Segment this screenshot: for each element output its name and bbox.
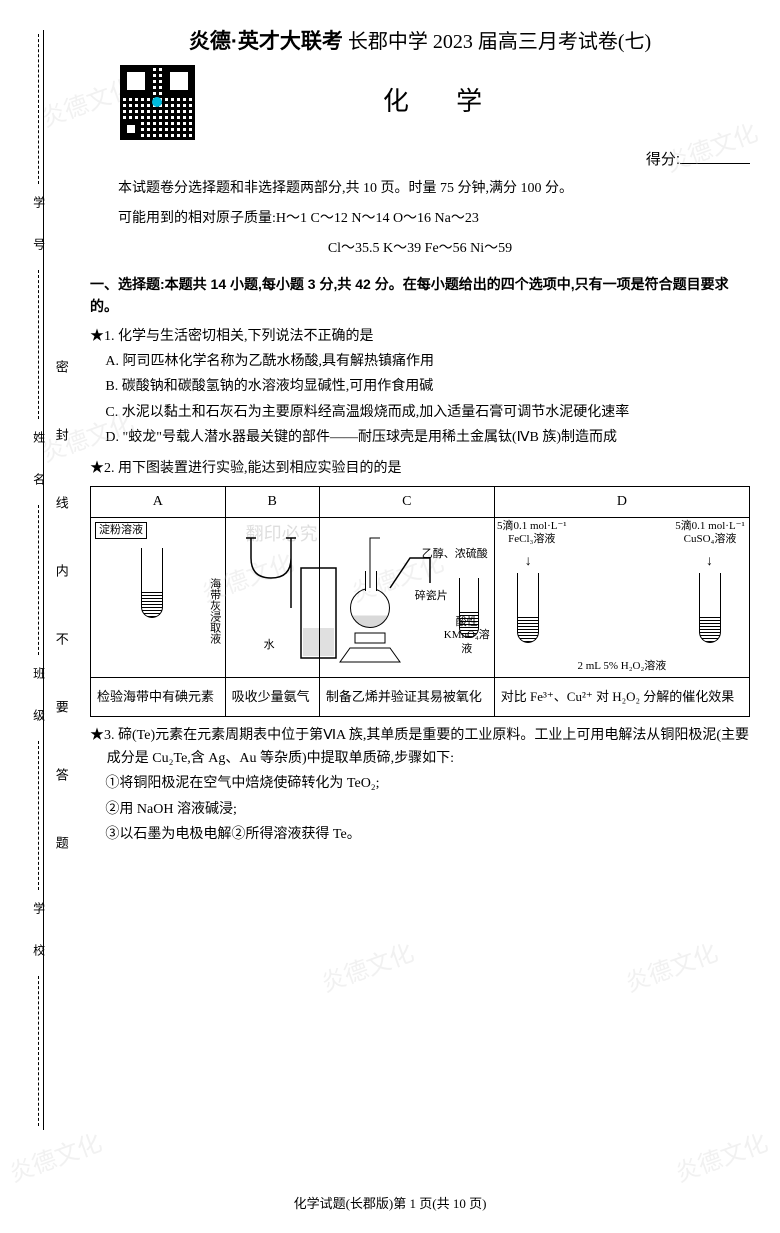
q3-stem: ★3. 碲(Te)元素在元素周期表中位于第ⅥA 族,其单质是重要的工业原料。工业… (90, 725, 750, 770)
question-3: ★3. 碲(Te)元素在元素周期表中位于第ⅥA 族,其单质是重要的工业原料。工业… (90, 725, 750, 846)
label-seaweed: 海带灰浸取液 (207, 578, 220, 644)
col-a-header: A (91, 486, 226, 517)
atomic-mass-2: Cl～35.5 K～39 Fe～56 Ni～59 (90, 238, 750, 260)
desc-a: 检验海带中有碘元素 (91, 678, 226, 717)
page-footer: 化学试题(长郡版)第 1 页(共 10 页) (0, 1194, 780, 1215)
diagram-c: 乙醇、浓硫酸 碎瓷片 酸性KMnO₄溶液 (319, 518, 494, 678)
desc-d: 对比 Fe³⁺、Cu²⁺ 对 H₂O₂ 分解的催化效果 (494, 678, 749, 717)
exam-intro: 本试题卷分选择题和非选择题两部分,共 10 页。时量 75 分钟,满分 100 … (90, 178, 750, 200)
table-desc-row: 检验海带中有碘元素 吸收少量氨气 制备乙烯并验证其易被氧化 对比 Fe³⁺、Cu… (91, 678, 750, 717)
desc-b: 吸收少量氨气 (225, 678, 319, 717)
label-water: 水 (264, 639, 275, 652)
q1-opt-b: B. 碳酸钠和碳酸氢钠的水溶液均显碱性,可用作食用碱 (90, 376, 750, 398)
watermark: 炎德文化 (4, 1125, 107, 1194)
diagram-d: 5滴0.1 mol·L⁻¹ FeCl₃溶液 5滴0.1 mol·L⁻¹ CuSO… (494, 518, 749, 678)
label-starch: 淀粉溶液 (95, 522, 147, 539)
q1-stem: ★1. 化学与生活密切相关,下列说法不正确的是 (90, 326, 750, 348)
col-b-header: B (225, 486, 319, 517)
table-header-row: A B C D (91, 486, 750, 517)
col-d-header: D (494, 486, 749, 517)
label-h2o2: 2 mL 5% H₂O₂溶液 (505, 660, 739, 673)
col-c-header: C (319, 486, 494, 517)
binding-sidebar: 密 封 线 内 不 要 答 题 学 号 姓 名 班 级 学 校 (8, 30, 68, 1130)
title-prefix: 炎德·英才大联考 (189, 30, 343, 53)
label-ethanol: 乙醇、浓硫酸 (422, 548, 488, 561)
label-fecl3: 5滴0.1 mol·L⁻¹ FeCl₃溶液 (497, 520, 567, 546)
watermark: 炎德文化 (620, 935, 723, 1004)
q3-step1: ①将铜阳极泥在空气中焙烧使碲转化为 TeO₂; (90, 773, 750, 795)
label-kmno4: 酸性KMnO₄溶液 (442, 616, 492, 656)
sidebar-label-school: 学 校 (28, 894, 47, 972)
diagram-b: 翻印必究 水 (225, 518, 319, 678)
label-cuso4: 5滴0.1 mol·L⁻¹ CuSO₄溶液 (673, 520, 747, 546)
section-1-heading: 一、选择题:本题共 14 小题,每小题 3 分,共 42 分。在每小题给出的四个… (90, 273, 750, 318)
score-row: 得分: (90, 148, 750, 172)
q1-opt-c: C. 水泥以黏土和石灰石为主要原料经高温煅烧而成,加入适量石膏可调节水泥硬化速率 (90, 402, 750, 424)
score-label: 得分: (646, 151, 680, 168)
subject-heading: 化 学 (135, 81, 750, 123)
q1-opt-a: A. 阿司匹林化学名称为乙酰水杨酸,具有解热镇痛作用 (90, 351, 750, 373)
page-title: 炎德·英才大联考 长郡中学 2023 届高三月考试卷(七) (90, 25, 750, 59)
question-2: ★2. 用下图装置进行实验,能达到相应实验目的的是 A B C D 淀粉溶液 海… (90, 458, 750, 718)
arrow-icon: ↓ (706, 554, 713, 571)
question-1: ★1. 化学与生活密切相关,下列说法不正确的是 A. 阿司匹林化学名称为乙酰水杨… (90, 326, 750, 450)
watermark: 炎德文化 (670, 1125, 773, 1194)
sidebar-label-id: 学 号 (28, 188, 47, 266)
label-chips: 碎瓷片 (415, 590, 448, 603)
arrow-icon: ↓ (525, 554, 532, 571)
diagram-a: 淀粉溶液 海带灰浸取液 (91, 518, 226, 678)
watermark: 炎德文化 (316, 935, 419, 1004)
title-school: 长郡中学 2023 届高三月考试卷(七) (348, 31, 651, 53)
sealing-line-text: 密 封 线 内 不 要 答 题 (50, 360, 71, 869)
qr-code (120, 65, 195, 140)
sidebar-label-name: 姓 名 (28, 423, 47, 501)
score-blank[interactable] (680, 163, 750, 164)
atomic-mass-1: 可能用到的相对原子质量:H～1 C～12 N～14 O～16 Na～23 (90, 208, 750, 230)
page-content: 炎德·英才大联考 长郡中学 2023 届高三月考试卷(七) 化 学 得分: 本试… (90, 0, 750, 846)
q2-stem: ★2. 用下图装置进行实验,能达到相应实验目的的是 (90, 458, 750, 480)
q3-step2: ②用 NaOH 溶液碱浸; (90, 799, 750, 821)
sidebar-label-class: 班 级 (28, 659, 47, 737)
experiment-table: A B C D 淀粉溶液 海带灰浸取液 翻印必究 (90, 486, 750, 717)
table-image-row: 淀粉溶液 海带灰浸取液 翻印必究 水 (91, 518, 750, 678)
q3-step3: ③以石墨为电极电解②所得溶液获得 Te。 (90, 824, 750, 846)
desc-c: 制备乙烯并验证其易被氧化 (319, 678, 494, 717)
q1-opt-d: D. "蛟龙"号载人潜水器最关键的部件——耐压球壳是用稀土金属钛(ⅣB 族)制造… (90, 427, 750, 449)
